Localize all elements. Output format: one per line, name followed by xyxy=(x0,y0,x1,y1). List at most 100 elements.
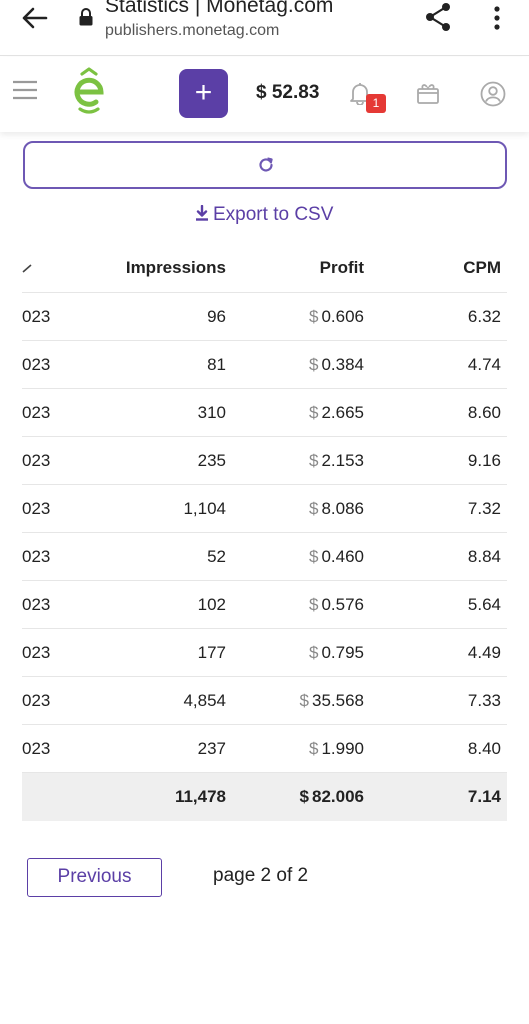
impressions-cell: 81 xyxy=(207,355,226,374)
cpm-cell: 4.49 xyxy=(467,643,501,662)
currency-symbol: $ xyxy=(308,403,319,422)
profit-cell: $35.568 xyxy=(300,677,364,725)
profit-cell: $0.384 xyxy=(309,341,364,389)
profit-value: 0.576 xyxy=(321,595,364,614)
profit-value: 8.086 xyxy=(321,499,364,518)
page-title: Statistics | Monetag.com xyxy=(105,0,334,17)
profit-value: 35.568 xyxy=(312,691,364,710)
impressions-cell: 1,104 xyxy=(183,499,226,518)
date-cell: 023 xyxy=(22,451,51,470)
table-row: 023 1,104 $8.086 7.32 xyxy=(22,485,507,533)
currency-symbol: $ xyxy=(308,307,319,326)
profit-value: 0.384 xyxy=(321,355,364,374)
notification-badge: 1 xyxy=(366,94,386,113)
table-row: 023 235 $2.153 9.16 xyxy=(22,437,507,485)
statistics-table: Impressions Profit CPM 023 96 $0.606 6.32 02… xyxy=(22,244,507,821)
date-cell: 023 xyxy=(22,499,51,518)
total-impressions: 11,478 xyxy=(174,787,226,806)
cpm-cell: 8.60 xyxy=(467,403,501,422)
date-cell: 023 xyxy=(22,595,51,614)
cpm-cell: 8.84 xyxy=(467,547,501,566)
date-cell: 023 xyxy=(22,547,51,566)
profit-value: 0.460 xyxy=(321,547,364,566)
table-row: 023 310 $2.665 8.60 xyxy=(22,389,507,437)
cpm-cell: 4.74 xyxy=(467,355,501,374)
share-icon[interactable] xyxy=(424,2,452,32)
previous-page-button[interactable]: Previous xyxy=(27,858,162,897)
impressions-cell: 237 xyxy=(197,739,226,758)
total-cpm: 7.14 xyxy=(467,787,501,806)
table-row: 023 81 $0.384 4.74 xyxy=(22,341,507,389)
download-icon xyxy=(196,205,208,221)
profit-cell: $0.795 xyxy=(309,629,364,677)
impressions-column-header[interactable]: Impressions xyxy=(125,258,226,277)
total-profit: $82.006 xyxy=(300,773,364,821)
logo-icon[interactable] xyxy=(72,67,106,115)
profit-cell: $8.086 xyxy=(309,485,364,533)
cpm-cell: 5.64 xyxy=(467,595,501,614)
currency-symbol: $ xyxy=(308,739,319,758)
date-column-header[interactable] xyxy=(22,244,82,292)
cpm-cell: 9.16 xyxy=(467,451,501,470)
table-body: 023 96 $0.606 6.32 023 81 $0.384 4.74 023 310 $2.6… xyxy=(22,293,507,773)
table-row: 023 102 $0.576 5.64 xyxy=(22,581,507,629)
lock-icon xyxy=(79,8,93,26)
export-csv-link[interactable]: Export to CSV xyxy=(195,204,333,228)
refresh-button[interactable] xyxy=(23,141,507,189)
profit-cell: $0.576 xyxy=(309,581,364,629)
date-cell: 023 xyxy=(22,403,51,422)
profit-cell: $0.460 xyxy=(309,533,364,581)
table-row: 023 52 $0.460 8.84 xyxy=(22,533,507,581)
profit-value: 0.795 xyxy=(321,643,364,662)
table-row: 023 237 $1.990 8.40 xyxy=(22,725,507,773)
page-indicator: page 2 of 2 xyxy=(213,865,309,886)
currency-symbol: $ xyxy=(308,643,319,662)
profit-value: 1.990 xyxy=(321,739,364,758)
back-arrow-icon[interactable] xyxy=(20,6,48,30)
table-row: 023 4,854 $35.568 7.33 xyxy=(22,677,507,725)
gift-icon[interactable] xyxy=(416,81,440,105)
page-url[interactable]: publishers.monetag.com xyxy=(105,22,280,39)
impressions-cell: 177 xyxy=(197,643,226,662)
impressions-cell: 235 xyxy=(197,451,226,470)
profit-value: 2.153 xyxy=(321,451,364,470)
impressions-cell: 102 xyxy=(197,595,226,614)
profit-value: 0.606 xyxy=(321,307,364,326)
profit-cell: $2.153 xyxy=(309,437,364,485)
export-label: Export to CSV xyxy=(213,204,334,225)
date-cell: 023 xyxy=(22,691,51,710)
profit-cell: $2.665 xyxy=(309,389,364,437)
menu-icon[interactable] xyxy=(12,80,38,100)
table-row: 023 177 $0.795 4.49 xyxy=(22,629,507,677)
profit-column-header[interactable]: Profit xyxy=(319,258,364,277)
date-cell: 023 xyxy=(22,307,51,326)
impressions-cell: 310 xyxy=(197,403,226,422)
cpm-cell: 6.32 xyxy=(467,307,501,326)
cpm-cell: 7.33 xyxy=(467,691,501,710)
cpm-cell: 8.40 xyxy=(467,739,501,758)
total-row: 11,478 $82.006 7.14 xyxy=(22,773,507,821)
impressions-cell: 52 xyxy=(207,547,226,566)
date-cell: 023 xyxy=(22,643,51,662)
cpm-cell: 7.32 xyxy=(467,499,501,518)
sort-icon[interactable] xyxy=(22,263,32,273)
balance-display[interactable]: $ 52.83 xyxy=(256,82,320,103)
add-button[interactable]: + xyxy=(179,69,228,118)
currency-symbol: $ xyxy=(308,547,319,566)
currency-symbol: $ xyxy=(308,355,319,374)
table-header-row: Impressions Profit CPM xyxy=(22,244,507,293)
table-row: 023 96 $0.606 6.32 xyxy=(22,293,507,341)
profit-value: 2.665 xyxy=(321,403,364,422)
date-cell: 023 xyxy=(22,355,51,374)
user-icon[interactable] xyxy=(480,81,506,107)
profit-cell: $1.990 xyxy=(309,725,364,773)
currency-symbol: $ xyxy=(308,451,319,470)
refresh-icon xyxy=(259,157,273,172)
cpm-column-header[interactable]: CPM xyxy=(463,258,501,277)
more-vert-icon[interactable] xyxy=(490,6,504,30)
total-profit-value: 82.006 xyxy=(312,787,364,806)
currency-symbol: $ xyxy=(308,595,319,614)
currency-symbol: $ xyxy=(299,691,309,710)
browser-toolbar: Statistics | Monetag.com publishers.mone… xyxy=(0,0,529,56)
impressions-cell: 4,854 xyxy=(183,691,226,710)
